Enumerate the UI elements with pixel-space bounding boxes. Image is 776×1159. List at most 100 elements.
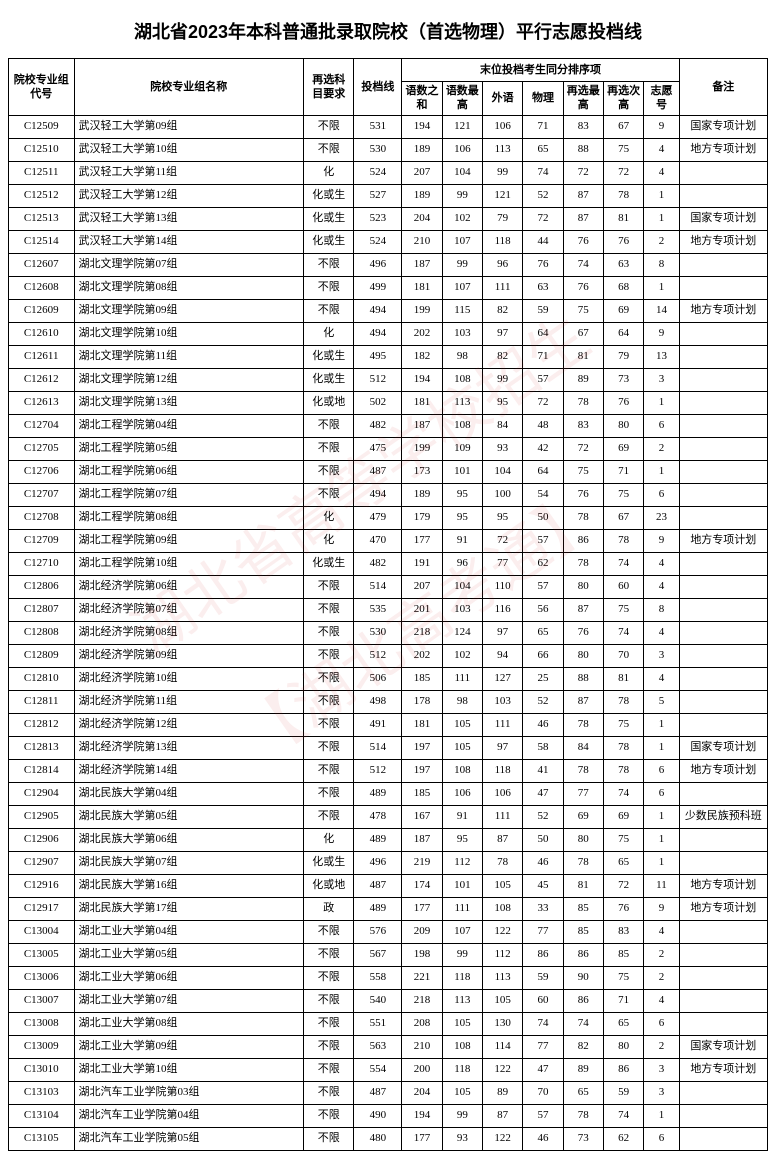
table-row: C12709湖北工程学院第09组化47017791725786789地方专项计划	[9, 529, 768, 552]
admission-table: 院校专业组代号 院校专业组名称 再选科目要求 投档线 末位投档考生同分排序项 备…	[8, 58, 768, 1151]
table-row: C12513武汉轻工大学第13组化或生523204102797287811国家专…	[9, 207, 768, 230]
table-cell: 523	[354, 207, 402, 230]
table-cell: 112	[482, 943, 522, 966]
table-row: C13103湖北汽车工业学院第03组不限487204105897065593	[9, 1081, 768, 1104]
table-cell: 496	[354, 851, 402, 874]
table-cell: 湖北经济学院第11组	[74, 690, 303, 713]
table-row: C12708湖北工程学院第08组化479179959550786723	[9, 506, 768, 529]
table-row: C12811湖北经济学院第11组不限498178981035287785	[9, 690, 768, 713]
table-cell: 76	[563, 483, 603, 506]
table-cell: 95	[442, 506, 482, 529]
table-cell: 1	[644, 805, 679, 828]
table-cell: C12612	[9, 368, 75, 391]
table-cell: 不限	[304, 644, 354, 667]
table-cell: 不限	[304, 138, 354, 161]
table-cell: 6	[644, 1012, 679, 1035]
table-cell: C12813	[9, 736, 75, 759]
table-cell: 502	[354, 391, 402, 414]
table-cell: 76	[563, 621, 603, 644]
table-cell: 不限	[304, 713, 354, 736]
table-cell: C12810	[9, 667, 75, 690]
table-cell: 494	[354, 322, 402, 345]
table-cell: C12806	[9, 575, 75, 598]
table-cell: 194	[402, 115, 442, 138]
table-cell: 87	[563, 184, 603, 207]
table-cell: 不限	[304, 805, 354, 828]
table-cell: 地方专项计划	[679, 1058, 767, 1081]
table-cell: 3	[644, 1081, 679, 1104]
table-cell: 105	[482, 874, 522, 897]
header-tiebreak: 末位投档考生同分排序项	[402, 59, 679, 82]
table-cell: 204	[402, 207, 442, 230]
table-row: C13105湖北汽车工业学院第05组不限480177931224673626	[9, 1127, 768, 1150]
table-cell: 506	[354, 667, 402, 690]
table-cell: 地方专项计划	[679, 230, 767, 253]
table-cell: 60	[523, 989, 563, 1012]
table-cell: 495	[354, 345, 402, 368]
table-cell: 4	[644, 161, 679, 184]
table-cell: 181	[402, 713, 442, 736]
table-row: C12812湖北经济学院第12组不限4911811051114678751	[9, 713, 768, 736]
table-cell: 197	[402, 736, 442, 759]
table-cell: 湖北文理学院第09组	[74, 299, 303, 322]
table-cell: 530	[354, 138, 402, 161]
table-cell: 地方专项计划	[679, 874, 767, 897]
table-cell: 9	[644, 897, 679, 920]
table-cell: 湖北工程学院第10组	[74, 552, 303, 575]
table-cell: 2	[644, 1035, 679, 1058]
table-cell: 111	[482, 713, 522, 736]
table-cell	[679, 598, 767, 621]
table-cell: 6	[644, 759, 679, 782]
table-cell: 1	[644, 207, 679, 230]
table-cell: 75	[603, 966, 643, 989]
table-cell: 201	[402, 598, 442, 621]
table-cell: 湖北工业大学第05组	[74, 943, 303, 966]
table-cell: 54	[523, 483, 563, 506]
table-cell: 487	[354, 874, 402, 897]
table-cell	[679, 483, 767, 506]
table-cell: 不限	[304, 920, 354, 943]
table-cell: 96	[482, 253, 522, 276]
table-cell: 武汉轻工大学第10组	[74, 138, 303, 161]
table-cell: C12906	[9, 828, 75, 851]
table-cell: C12708	[9, 506, 75, 529]
table-cell	[679, 943, 767, 966]
table-cell	[679, 1127, 767, 1150]
table-cell: 88	[563, 138, 603, 161]
table-cell: 地方专项计划	[679, 897, 767, 920]
header-col4: 物理	[523, 82, 563, 116]
table-cell: 524	[354, 230, 402, 253]
table-cell: C13005	[9, 943, 75, 966]
table-cell: 200	[402, 1058, 442, 1081]
table-cell	[679, 368, 767, 391]
table-cell: 不限	[304, 736, 354, 759]
table-cell: 89	[482, 1081, 522, 1104]
table-cell: 化或生	[304, 345, 354, 368]
table-cell: 114	[482, 1035, 522, 1058]
table-cell: C12907	[9, 851, 75, 874]
table-cell: 65	[563, 1081, 603, 1104]
table-cell: 67	[563, 322, 603, 345]
table-cell: 97	[482, 322, 522, 345]
table-cell	[679, 690, 767, 713]
table-cell: 77	[523, 920, 563, 943]
table-row: C12514武汉轻工大学第14组化或生5242101071184476762地方…	[9, 230, 768, 253]
table-cell: 181	[402, 276, 442, 299]
table-cell: 不限	[304, 1035, 354, 1058]
table-cell: 1	[644, 1104, 679, 1127]
table-cell: 2	[644, 437, 679, 460]
table-cell: 23	[644, 506, 679, 529]
table-cell: 558	[354, 966, 402, 989]
table-cell: 73	[603, 368, 643, 391]
table-row: C12807湖北经济学院第07组不限5352011031165687758	[9, 598, 768, 621]
header-score: 投档线	[354, 59, 402, 116]
table-cell: 化	[304, 529, 354, 552]
table-cell: 82	[482, 299, 522, 322]
table-cell: 109	[442, 437, 482, 460]
table-cell: 106	[442, 782, 482, 805]
table-cell: 72	[563, 161, 603, 184]
table-row: C12810湖北经济学院第10组不限5061851111272588814	[9, 667, 768, 690]
table-cell: 化或生	[304, 230, 354, 253]
table-cell: 75	[603, 483, 643, 506]
table-cell: 74	[603, 552, 643, 575]
